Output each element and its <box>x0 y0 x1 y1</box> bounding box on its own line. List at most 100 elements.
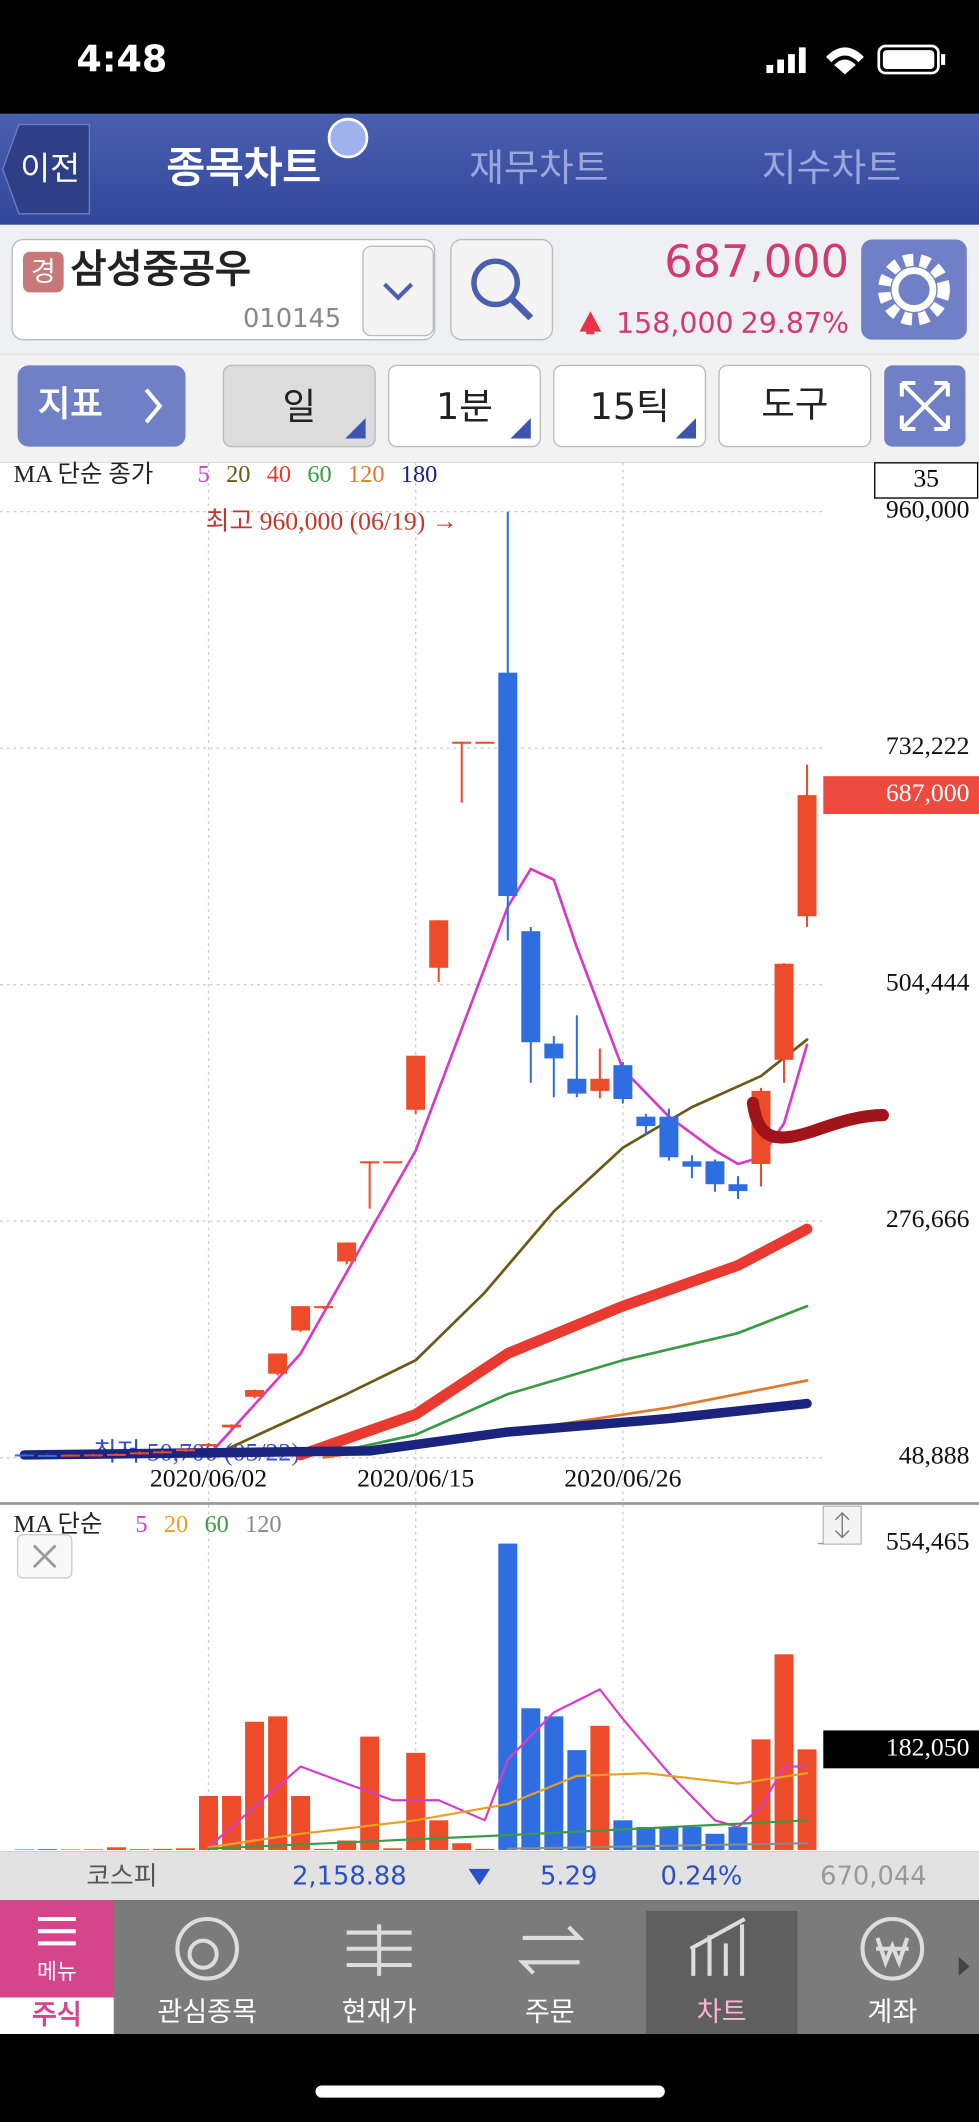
volume-bar <box>291 1795 311 1850</box>
refresh-icon[interactable] <box>327 117 369 159</box>
candle-body <box>383 1161 403 1164</box>
legend-title: MA 단순 종가 <box>14 461 154 488</box>
volume-bar <box>176 1848 195 1850</box>
legend-entry: 20 <box>164 1511 188 1538</box>
volume-bar <box>153 1848 172 1850</box>
candle-body <box>106 1453 126 1456</box>
settings-button[interactable] <box>861 239 967 340</box>
menu-button[interactable] <box>0 1900 114 1998</box>
tool-button[interactable] <box>718 364 872 448</box>
search-button[interactable] <box>450 238 554 341</box>
y-tick-label: 48,888 <box>899 1441 970 1470</box>
legend-entry: 120 <box>245 1511 282 1538</box>
candle-body <box>659 1116 679 1158</box>
candle-body <box>337 1242 357 1262</box>
ma-line <box>207 1819 809 1850</box>
candle-body <box>498 672 518 897</box>
ma-line <box>19 1398 812 1460</box>
button-label[interactable]: 지표 <box>38 384 103 425</box>
candle-body <box>14 1454 34 1457</box>
x-tick-label: 2020/06/15 <box>357 1463 474 1492</box>
period-button[interactable] <box>387 364 541 448</box>
legend-entry: 60 <box>307 461 331 488</box>
volume-bar <box>659 1827 679 1850</box>
gear-icon <box>878 253 950 326</box>
period-button[interactable] <box>553 364 707 448</box>
candle-body <box>682 1161 702 1167</box>
button-label[interactable]: 도구 <box>761 383 828 426</box>
candle-body <box>222 1424 242 1428</box>
resize-icon <box>834 1512 850 1539</box>
volume-bar <box>106 1847 126 1850</box>
volume-bar <box>728 1827 748 1850</box>
x-tick-label: 2020/06/02 <box>150 1463 267 1492</box>
volume-bar <box>60 1849 80 1850</box>
legend-entry: 5 <box>198 461 210 488</box>
volume-bar <box>245 1721 265 1850</box>
market-rate: 0.24% <box>661 1862 743 1892</box>
market-volume: 670,044 <box>820 1862 926 1892</box>
market-change: 5.29 <box>540 1862 597 1892</box>
button-label[interactable]: 일 <box>282 385 316 428</box>
bottom-nav <box>0 1900 979 2035</box>
volume-bar <box>129 1849 149 1850</box>
market-value: 2,158.88 <box>292 1862 407 1892</box>
volume-bar <box>682 1827 702 1850</box>
count-label: 35 <box>913 463 939 492</box>
menu-tab[interactable] <box>0 1997 114 2035</box>
close-icon <box>32 1544 57 1569</box>
volume-bar <box>360 1736 380 1850</box>
stock-box[interactable] <box>11 238 436 341</box>
candle-body <box>176 1449 195 1452</box>
ma-line <box>207 1038 809 1459</box>
menu-label[interactable]: 메뉴 <box>37 1960 77 1985</box>
annotation: 최고 960,000 (06/19) → <box>206 507 458 536</box>
candle-body <box>521 931 541 1043</box>
period-button[interactable] <box>222 364 376 448</box>
market-bar <box>0 1851 979 1901</box>
nav-label[interactable]: 계좌 <box>867 1997 917 2028</box>
up-arrow <box>579 311 602 335</box>
candle-body <box>429 920 449 968</box>
volume-bar <box>590 1725 610 1850</box>
home-area <box>0 2034 979 2122</box>
nav-label[interactable]: 차트 <box>697 1997 747 2028</box>
menu-icon <box>37 1916 76 1946</box>
volume-bar <box>37 1849 57 1850</box>
indicator-button[interactable] <box>17 365 186 447</box>
nav-icons <box>175 1916 925 1981</box>
candle-body <box>452 741 472 744</box>
volume-bar <box>452 1843 472 1850</box>
ma-line <box>295 1223 813 1461</box>
badge-label: 경 <box>31 257 56 288</box>
volume-bar <box>797 1749 817 1850</box>
chevron <box>144 388 163 424</box>
expand-icon <box>899 380 950 432</box>
tab[interactable]: 지수차트 <box>762 146 901 190</box>
candle-body <box>153 1451 172 1454</box>
dropdown[interactable] <box>362 245 434 337</box>
candle-body <box>590 1078 610 1091</box>
market-index: 코스피 <box>86 1862 157 1892</box>
legend-entry: 20 <box>226 461 250 488</box>
button-label[interactable]: 15틱 <box>590 385 670 428</box>
candle-body <box>475 741 495 744</box>
back-button[interactable] <box>1 123 91 215</box>
ma-line <box>207 867 809 1457</box>
nav-label[interactable]: 주문 <box>525 1997 575 2028</box>
volume-bar <box>475 1848 495 1850</box>
nav-label[interactable]: 관심종목 <box>157 1997 257 2028</box>
badge <box>23 251 64 293</box>
button-label[interactable]: 1분 <box>436 385 493 428</box>
nav-label[interactable]: 주식 <box>32 2000 82 2031</box>
home-indicator <box>315 2085 665 2098</box>
back-label[interactable]: 이전 <box>20 150 80 188</box>
ma-line <box>506 1842 809 1850</box>
candle-body <box>544 1043 564 1059</box>
price-tag <box>823 776 979 815</box>
volume-bar <box>383 1848 403 1850</box>
tab[interactable]: 재무차트 <box>469 146 608 190</box>
tab-active[interactable]: 종목차트 <box>167 143 321 192</box>
nav-label[interactable]: 현재가 <box>342 1997 417 2028</box>
more-arrow[interactable] <box>958 1956 970 1976</box>
